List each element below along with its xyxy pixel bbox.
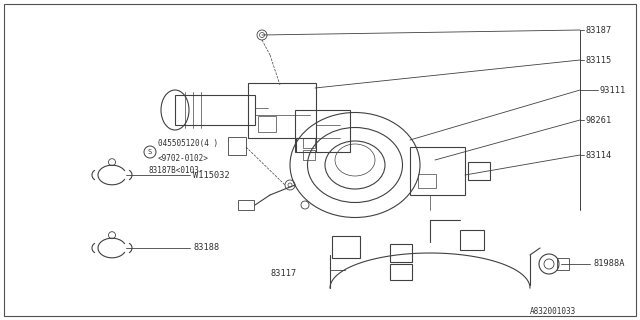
Text: 98261: 98261: [586, 116, 612, 124]
Text: S: S: [148, 149, 152, 155]
Bar: [228, 137, 246, 155]
Bar: [238, 200, 254, 210]
Text: 93111: 93111: [600, 85, 627, 94]
Bar: [418, 174, 436, 188]
Bar: [390, 244, 412, 262]
Text: 045505120(4 ): 045505120(4 ): [158, 139, 218, 148]
Text: 83188: 83188: [193, 244, 220, 252]
Text: 83187B<0103-: 83187B<0103-: [148, 166, 204, 175]
Text: W115032: W115032: [193, 171, 230, 180]
Bar: [303, 150, 315, 160]
Bar: [460, 230, 484, 250]
Text: <9702-0102>: <9702-0102>: [158, 154, 209, 163]
Text: 83187: 83187: [586, 26, 612, 35]
Text: 83117: 83117: [270, 268, 296, 277]
Bar: [390, 264, 412, 280]
Bar: [303, 138, 315, 148]
Text: A832001033: A832001033: [530, 308, 576, 316]
Text: 83115: 83115: [586, 55, 612, 65]
Bar: [332, 236, 360, 258]
Bar: [258, 116, 276, 132]
Text: 81988A: 81988A: [593, 260, 625, 268]
Bar: [557, 258, 569, 270]
Text: 83114: 83114: [586, 150, 612, 159]
